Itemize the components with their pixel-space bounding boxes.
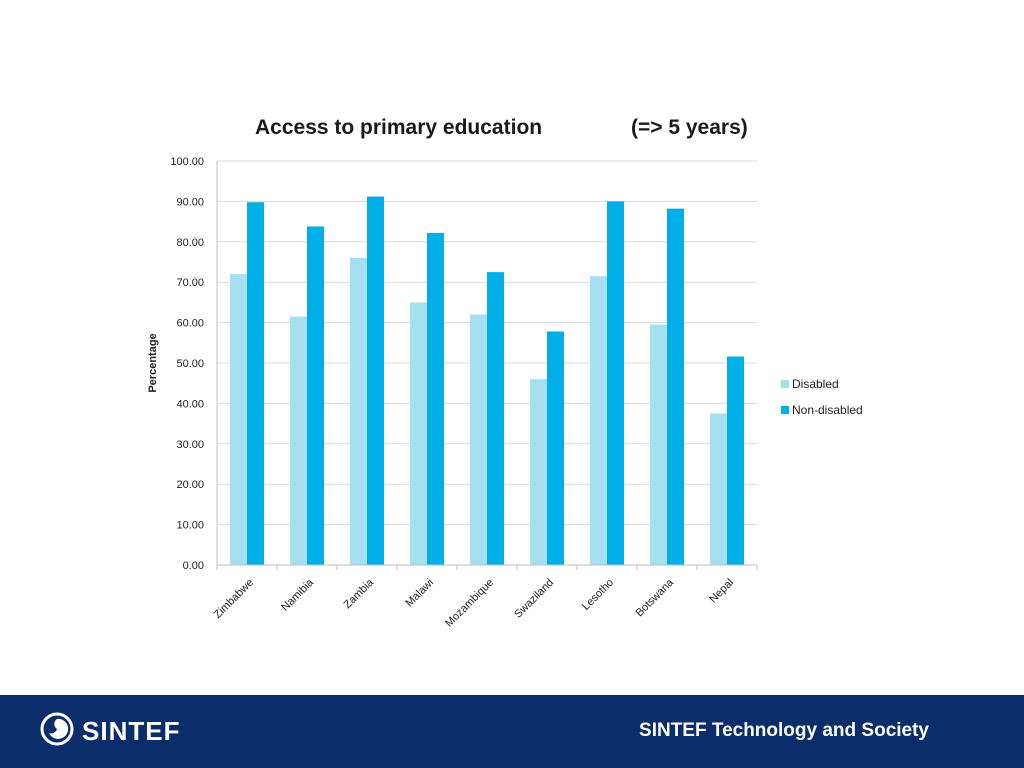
footer-bar: SINTEF SINTEF Technology and Society bbox=[0, 695, 1024, 768]
y-tick-label: 20.00 bbox=[176, 479, 204, 491]
bar-disabled-lesotho bbox=[590, 276, 607, 565]
bar-disabled-zambia bbox=[350, 257, 367, 565]
bar-chart: 0.00 10.00 20.00 30.00 40.00 50.00 60.00 70.00 8… bbox=[147, 156, 863, 630]
sintef-logo[interactable]: SINTEF bbox=[40, 712, 181, 751]
y-tick-labels: 0.00 10.00 20.00 30.00 40.00 50.00 60.00 70.00 8… bbox=[170, 156, 204, 572]
chart-title: Access to primary education bbox=[255, 116, 543, 139]
footer-org-text: SINTEF Technology and Society bbox=[639, 720, 929, 741]
bar-disabled-nepal bbox=[710, 413, 727, 565]
bar-disabled-swaziland bbox=[530, 379, 547, 565]
y-axis-title: Percentage bbox=[147, 333, 159, 392]
legend-swatch bbox=[781, 406, 789, 414]
bar-non-disabled-swaziland bbox=[547, 331, 564, 565]
bar-non-disabled-malawi bbox=[427, 232, 444, 566]
y-tick-label: 40.00 bbox=[176, 398, 204, 410]
x-category-label: Mozambique bbox=[443, 577, 496, 630]
y-tick-label: 80.00 bbox=[176, 237, 204, 249]
x-category-label: Zambia bbox=[342, 576, 377, 611]
bar-disabled-zimbabwe bbox=[230, 274, 247, 565]
bar-disabled-namibia bbox=[290, 316, 307, 565]
bar-non-disabled-zimbabwe bbox=[247, 202, 264, 565]
y-tick-label: 90.00 bbox=[176, 196, 204, 208]
x-category-labels: Zimbabwe Namibia Zambia Malawi Mozambique Swa… bbox=[212, 576, 736, 630]
x-category-label: Nepal bbox=[707, 577, 736, 606]
bar-non-disabled-lesotho bbox=[607, 201, 624, 565]
bar-non-disabled-zambia bbox=[367, 196, 384, 565]
legend: Disabled Non-disabled bbox=[781, 377, 863, 417]
legend-label: Disabled bbox=[792, 377, 839, 391]
bar-non-disabled-mozambique bbox=[487, 272, 504, 565]
sintef-logo-icon bbox=[40, 712, 74, 751]
x-category-label: Swaziland bbox=[512, 577, 556, 621]
y-tick-label: 50.00 bbox=[176, 358, 204, 370]
y-tick-label: 100.00 bbox=[170, 156, 204, 168]
x-category-label: Malawi bbox=[403, 577, 436, 610]
x-category-label: Lesotho bbox=[580, 577, 616, 613]
bar-non-disabled-botswana bbox=[667, 208, 684, 565]
bar-disabled-botswana bbox=[650, 324, 667, 565]
axes bbox=[216, 161, 758, 570]
chart-subtitle: (=> 5 years) bbox=[631, 116, 748, 139]
y-tick-label: 30.00 bbox=[176, 439, 204, 451]
x-category-label: Zimbabwe bbox=[212, 577, 256, 621]
sintef-logo-text: SINTEF bbox=[82, 715, 181, 746]
bar-non-disabled-namibia bbox=[307, 226, 324, 565]
legend-swatch bbox=[781, 380, 789, 388]
bar-disabled-malawi bbox=[410, 302, 427, 565]
x-category-label: Botswana bbox=[633, 576, 676, 619]
legend-label: Non-disabled bbox=[792, 403, 863, 417]
bars bbox=[230, 196, 744, 566]
bar-non-disabled-nepal bbox=[727, 356, 744, 565]
y-tick-label: 60.00 bbox=[176, 318, 204, 330]
y-tick-label: 10.00 bbox=[176, 520, 204, 532]
y-tick-label: 0.00 bbox=[183, 560, 204, 572]
bar-disabled-mozambique bbox=[470, 314, 487, 565]
x-category-label: Namibia bbox=[279, 576, 317, 614]
y-tick-label: 70.00 bbox=[176, 277, 204, 289]
